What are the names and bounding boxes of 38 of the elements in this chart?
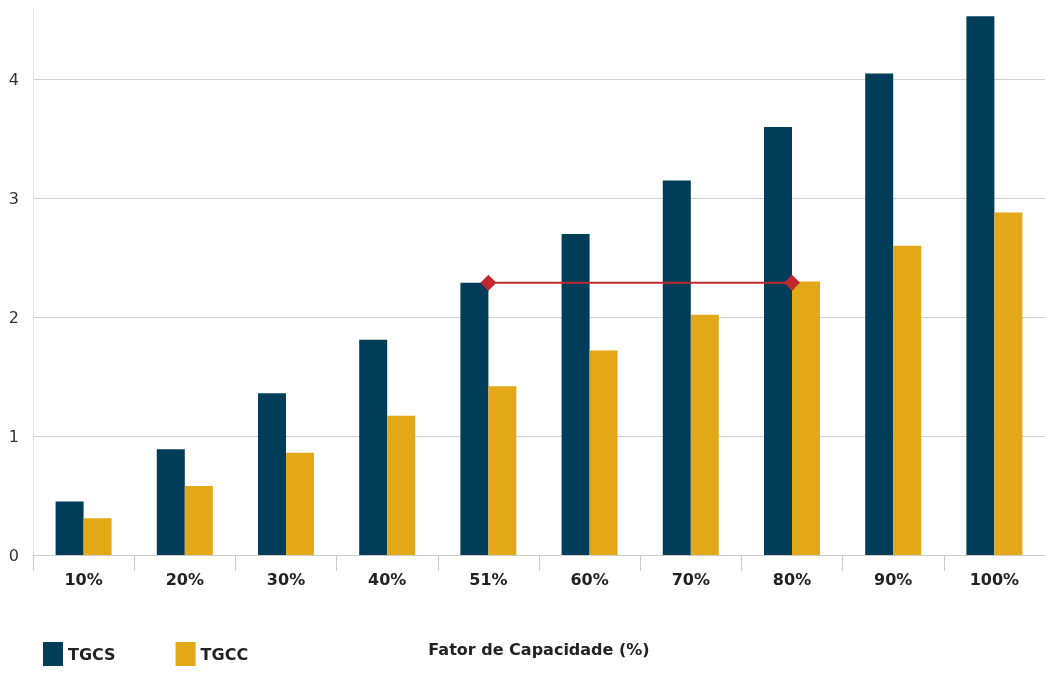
bar — [994, 212, 1023, 555]
bar — [865, 73, 894, 555]
x-tick-label: 10% — [64, 569, 103, 589]
x-tick-label: 20% — [165, 569, 204, 589]
bar — [589, 350, 618, 555]
y-tick-label: 3 — [8, 188, 19, 208]
bar — [184, 486, 213, 555]
y-tick-label: 4 — [8, 69, 19, 89]
y-tick-label: 0 — [8, 545, 19, 565]
bar — [55, 501, 84, 555]
x-tick-label: 70% — [671, 569, 710, 589]
x-tick-label: 51% — [469, 569, 508, 589]
bar — [561, 233, 590, 555]
bar — [258, 393, 286, 555]
bar — [893, 245, 922, 555]
x-tick-label: 40% — [368, 569, 407, 589]
bar — [690, 314, 719, 555]
bar — [460, 282, 489, 555]
x-axis-title: Fator de Capacidade (%) — [428, 639, 650, 659]
bar — [83, 518, 112, 555]
bar — [156, 449, 185, 555]
x-tick-label: 60% — [570, 569, 609, 589]
y-tick-label: 2 — [8, 307, 19, 327]
x-tick-label: 80% — [772, 569, 812, 589]
bar — [387, 415, 416, 555]
x-tick-label: 30% — [266, 569, 306, 589]
bar — [662, 180, 691, 555]
x-tick-label: 100% — [969, 569, 1020, 589]
x-tick-label: 90% — [874, 569, 913, 589]
bar — [488, 386, 517, 555]
legend-label: TGCC — [200, 644, 249, 664]
bar — [286, 452, 314, 555]
legend-label: TGCS — [68, 644, 116, 664]
bar — [359, 339, 388, 555]
bar — [792, 281, 820, 555]
y-tick-label: 1 — [8, 426, 19, 446]
bar — [966, 16, 995, 555]
bar — [764, 126, 792, 555]
